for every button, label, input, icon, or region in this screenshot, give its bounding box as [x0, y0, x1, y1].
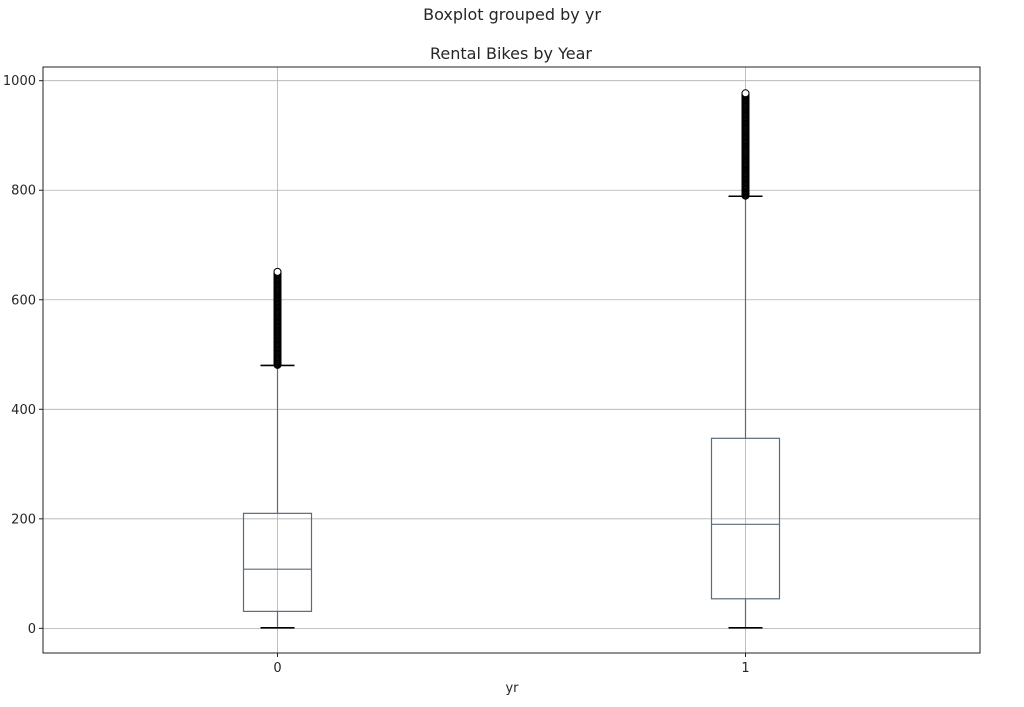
boxes: [242, 89, 781, 629]
y-tick-label: 800: [11, 184, 36, 199]
y-tick-label: 600: [11, 293, 36, 308]
y-tick-label: 400: [11, 403, 36, 418]
iqr-box: [710, 437, 781, 600]
box-group-0: [242, 267, 313, 629]
fliers-0: [273, 267, 282, 369]
grid: [43, 67, 980, 653]
y-tick-label: 200: [11, 512, 36, 527]
y-tick-label: 1000: [3, 74, 36, 89]
chart-suptitle: Boxplot grouped by yr: [423, 5, 601, 24]
x-axis-label: yr: [505, 681, 519, 696]
flier-point: [273, 267, 282, 276]
y-tick-label: 0: [28, 622, 36, 637]
fliers-1: [741, 89, 750, 200]
box-group-1: [710, 89, 781, 629]
x-tick-label: 0: [273, 661, 281, 676]
y-axis: 0 200 400 600 800 1000: [3, 74, 43, 637]
plot-frame: [42, 66, 981, 654]
flier-point: [741, 89, 750, 98]
iqr-box: [242, 512, 313, 612]
chart-title: Rental Bikes by Year: [430, 44, 592, 63]
x-tick-label: 1: [741, 661, 749, 676]
